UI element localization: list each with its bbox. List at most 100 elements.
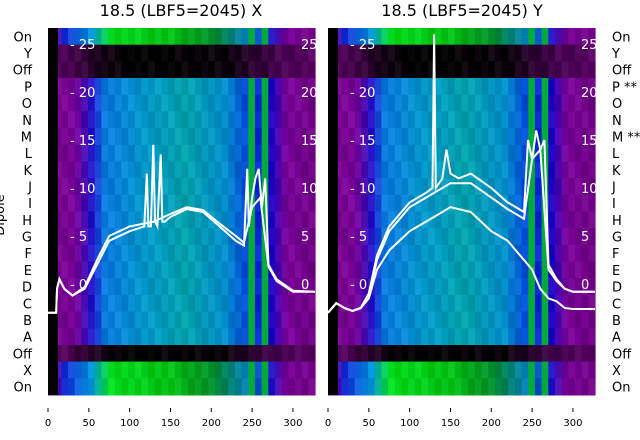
heatmap-cell [408,144,416,162]
heatmap-cell [514,345,523,363]
heatmap-cell [541,128,549,146]
heatmap-cell [368,61,376,79]
heatmap-cell [94,44,102,62]
heatmap-cell [408,228,416,246]
heatmap-cell [221,378,229,396]
inner-ytick-label: - 0 [350,278,367,293]
heatmap-cell [494,278,503,296]
heatmap-cell [148,345,156,363]
heatmap-cell [428,328,436,346]
heatmap-cell [461,294,469,313]
heatmap-cell [161,328,169,346]
heatmap-cell [548,144,556,162]
heatmap-cell [348,144,356,162]
heatmap-cell [54,61,62,79]
row-label: A [612,331,621,346]
heatmap-cell [408,111,416,129]
heatmap-cell [134,228,143,246]
heatmap-cell [374,345,382,363]
heatmap-cell [394,194,403,212]
heatmap-cell [401,161,409,179]
heatmap-cell [581,144,589,162]
heatmap-cell [114,378,123,396]
heatmap-cell [388,128,396,146]
heatmap-cell [234,194,243,212]
heatmap-cell [374,328,382,346]
heatmap-cell [181,244,189,263]
heatmap-cell [341,211,349,229]
heatmap-cell [108,44,116,62]
heatmap-cell [561,211,569,229]
heatmap-cell [448,211,456,229]
heatmap-cell [134,111,143,129]
heatmap-cell [68,278,76,296]
heatmap-cell [54,194,62,212]
heatmap-cell [268,378,276,396]
heatmap-cell [108,328,116,346]
heatmap-cell [428,78,436,96]
heatmap-cell [434,178,443,196]
heatmap-cell [274,178,283,196]
heatmap-cell [88,161,96,179]
heatmap-cell [248,361,256,379]
heatmap-cell [88,44,96,62]
heatmap-cell [361,261,369,279]
heatmap-cell [354,345,362,363]
heatmap-cell [555,211,563,229]
heatmap-cell [408,161,416,179]
heatmap-cell [174,378,183,396]
heatmap-cell [154,278,163,296]
heatmap-cell [334,328,342,346]
heatmap-cell [221,361,229,379]
right-title: 18.5 (LBF5=2045) Y [381,1,543,20]
heatmap-cell [168,161,176,179]
heatmap-cell [81,261,89,279]
heatmap-cell [81,144,89,162]
heatmap-cell [114,361,123,379]
heatmap-cell [141,228,149,246]
heatmap-cell [354,128,362,146]
heatmap-cell [181,161,189,179]
heatmap-cell [221,345,229,363]
heatmap-cell [341,294,349,313]
heatmap-cell [528,294,536,313]
heatmap-cell [288,178,296,196]
heatmap-cell [561,178,569,196]
heatmap-cell [534,294,543,313]
heatmap-cell [234,28,243,46]
heatmap-cell [248,261,256,279]
heatmap-cell [361,44,369,62]
heatmap-cell [568,278,576,296]
heatmap-cell [548,28,556,46]
heatmap-cell [201,78,209,96]
heatmap-cell [388,378,396,396]
heatmap-cell [88,228,96,246]
heatmap-cell [334,111,342,129]
heatmap-cell [201,244,209,263]
heatmap-cell [154,378,163,396]
heatmap-cell [121,345,129,363]
heatmap-cell [134,94,143,112]
heatmap-cell [468,261,476,279]
heatmap-cell [508,228,516,246]
heatmap-cell [174,328,183,346]
heatmap-cell [441,194,449,212]
heatmap-cell [288,228,296,246]
heatmap-cell [54,211,62,229]
heatmap-cell [148,294,156,313]
heatmap-cell [555,78,563,96]
heatmap-cell [241,361,249,379]
heatmap-cell [388,294,396,313]
heatmap-cell [568,94,576,112]
heatmap-cell [434,294,443,313]
heatmap-cell [161,345,169,363]
heatmap-cell [74,61,82,79]
heatmap-cell [401,94,409,112]
heatmap-cell [74,361,82,379]
heatmap-cell [368,294,376,313]
heatmap-cell [588,328,596,346]
heatmap-cell [208,261,216,279]
heatmap-cell [568,228,576,246]
heatmap-cell [575,211,583,229]
heatmap-cell [281,361,289,379]
